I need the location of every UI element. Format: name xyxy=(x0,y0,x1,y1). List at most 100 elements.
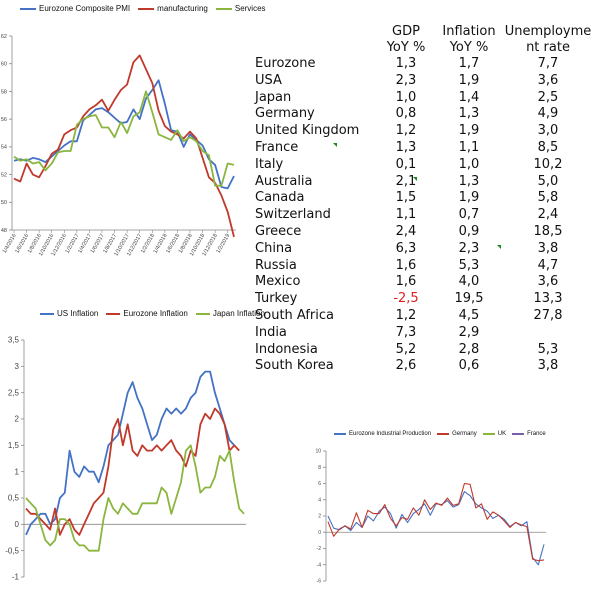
unemployment-cell: 5,3 xyxy=(537,341,559,357)
y-tick-label: 60 xyxy=(1,62,7,68)
y-tick-label: 2 xyxy=(15,415,20,424)
header-unemployment: Unemployme nt rate xyxy=(499,24,597,56)
inflation-chart: US Inflation Eurozone Inflation Japan In… xyxy=(0,305,265,595)
legend-item-composite: Eurozone Composite PMI xyxy=(20,4,130,13)
table-row: Japan 1,0 1,4 2,5 xyxy=(252,90,597,107)
y-tick-label: 58 xyxy=(1,89,7,95)
legend-item-us: US Inflation xyxy=(40,309,98,318)
y-tick-label: 10 xyxy=(315,449,321,455)
legend-label: Services xyxy=(234,4,266,13)
country-cell: Italy xyxy=(255,156,284,172)
legend-item-uk: UK xyxy=(482,431,506,437)
inflation-cell: 1,4 xyxy=(458,89,480,105)
table-row: Turkey -2,5 19,5 13,3 xyxy=(252,291,597,308)
table-row: Eurozone 1,3 1,7 7,7 xyxy=(252,56,597,73)
y-tick-label: 1 xyxy=(15,467,20,476)
inflation-cell: 1,3 xyxy=(458,173,480,189)
header-gdp: GDP YoY % xyxy=(373,24,439,56)
legend-item-services: Services xyxy=(215,4,266,13)
legend-label: Eurozone Industrial Production xyxy=(349,431,432,437)
y-tick-label: 56 xyxy=(1,117,7,123)
header-country xyxy=(252,24,373,56)
table-row: United Kingdom 1,2 1,9 3,0 xyxy=(252,123,597,140)
gdp-cell: 1,5 xyxy=(395,190,417,206)
y-tick-label: -2 xyxy=(317,546,322,552)
gdp-cell: 1,2 xyxy=(395,307,417,323)
gdp-cell: 6,3 xyxy=(395,240,417,256)
country-cell: Russia xyxy=(255,257,297,273)
gdp-cell: -2,5 xyxy=(393,291,419,307)
legend-item-france: France xyxy=(512,431,546,437)
pmi-plot: 48505254565860621/4/20161/6/20161/8/2016… xyxy=(1,34,236,257)
gdp-cell: 1,1 xyxy=(395,207,417,223)
table-row: South Africa 1,2 4,5 27,8 xyxy=(252,308,597,325)
table-row: South Korea 2,6 0,6 3,8 xyxy=(252,358,597,375)
y-tick-label: -4 xyxy=(317,562,322,568)
legend-label: US Inflation xyxy=(57,309,99,318)
y-tick-label: 52 xyxy=(1,172,7,178)
table-row: Italy 0,1 1,0 10,2 xyxy=(252,157,597,174)
inflation-cell: 1,1 xyxy=(458,139,480,155)
header-unemployment-line2: nt rate xyxy=(526,40,570,55)
gdp-cell: 0,1 xyxy=(395,156,417,172)
industrial-legend: Eurozone Industrial Production Germany U… xyxy=(334,431,546,437)
table-row: Germany 0,8 1,3 4,9 xyxy=(252,106,597,123)
y-tick-label: -0,5 xyxy=(5,546,19,555)
inflation-legend: US Inflation Eurozone Inflation Japan In… xyxy=(40,309,265,318)
gdp-cell: 1,0 xyxy=(395,89,417,105)
y-tick-label: 0 xyxy=(15,520,20,529)
gdp-cell: 0,8 xyxy=(395,106,417,122)
inflation-cell: 0,6 xyxy=(458,358,480,374)
country-cell: Eurozone xyxy=(255,56,316,71)
y-tick-label: 54 xyxy=(1,145,7,151)
country-cell: Turkey xyxy=(255,291,298,307)
header-gdp-line2: YoY % xyxy=(386,40,426,55)
inflation-cell: 1,9 xyxy=(458,123,480,139)
unemployment-cell: 2,5 xyxy=(537,89,559,105)
unemployment-cell: 13,3 xyxy=(533,291,563,307)
legend-label: France xyxy=(527,431,546,437)
country-cell: India xyxy=(255,324,287,340)
industrial-plot: -6 -4 -2 0 2 4 6 8 10 xyxy=(315,449,546,585)
inflation-cell: 1,7 xyxy=(458,56,480,71)
gdp-cell: 7,3 xyxy=(395,324,417,340)
y-tick-label: -1 xyxy=(12,573,20,582)
inflation-cell: 0,9 xyxy=(458,223,480,239)
series-line-us-inflation xyxy=(25,370,235,536)
y-tick-label: 8 xyxy=(318,465,321,471)
country-cell: South Africa xyxy=(255,307,334,323)
unemployment-cell: 3,0 xyxy=(537,123,559,139)
y-tick-label: 0,5 xyxy=(8,494,20,503)
pmi-chart: Eurozone Composite PMI manufacturing Ser… xyxy=(0,0,266,310)
table-row: Greece 2,4 0,9 18,5 xyxy=(252,224,597,241)
gdp-cell: 2,6 xyxy=(395,358,417,374)
inflation-cell: 1,9 xyxy=(458,72,480,88)
country-cell: Greece xyxy=(255,223,302,239)
unemployment-cell: 7,7 xyxy=(537,56,559,71)
inflation-cell: 1,9 xyxy=(458,190,480,206)
y-tick-label: 48 xyxy=(1,228,7,234)
unemployment-cell: 4,7 xyxy=(537,257,559,273)
table-row: Canada 1,5 1,9 5,8 xyxy=(252,190,597,207)
gdp-cell: 1,6 xyxy=(395,274,417,290)
legend-label: Japan Inflation xyxy=(212,309,265,318)
unemployment-cell: 10,2 xyxy=(533,156,563,172)
table-row: India 7,3 2,9 xyxy=(252,325,597,342)
unemployment-cell: 2,4 xyxy=(537,207,559,223)
gdp-cell: 2,1 xyxy=(395,173,417,189)
unemployment-cell: 3,6 xyxy=(537,274,559,290)
unemployment-cell: 5,8 xyxy=(537,190,559,206)
y-tick-label: -6 xyxy=(317,579,322,585)
y-tick-label: 6 xyxy=(318,481,321,487)
country-cell: Japan xyxy=(255,89,292,105)
series-line-services xyxy=(13,90,235,187)
legend-label: manufacturing xyxy=(157,4,208,13)
country-cell: France xyxy=(255,139,299,155)
macro-indicators-table: GDP YoY % Inflation YoY % Unemployme nt rat… xyxy=(252,24,597,375)
comment-marker-icon xyxy=(497,245,501,249)
y-tick-label: 2,5 xyxy=(8,388,20,397)
country-cell: Canada xyxy=(255,190,305,206)
unemployment-cell: 3,6 xyxy=(537,72,559,88)
header-inflation: Inflation YoY % xyxy=(439,24,499,56)
series-line-germany xyxy=(327,482,545,562)
